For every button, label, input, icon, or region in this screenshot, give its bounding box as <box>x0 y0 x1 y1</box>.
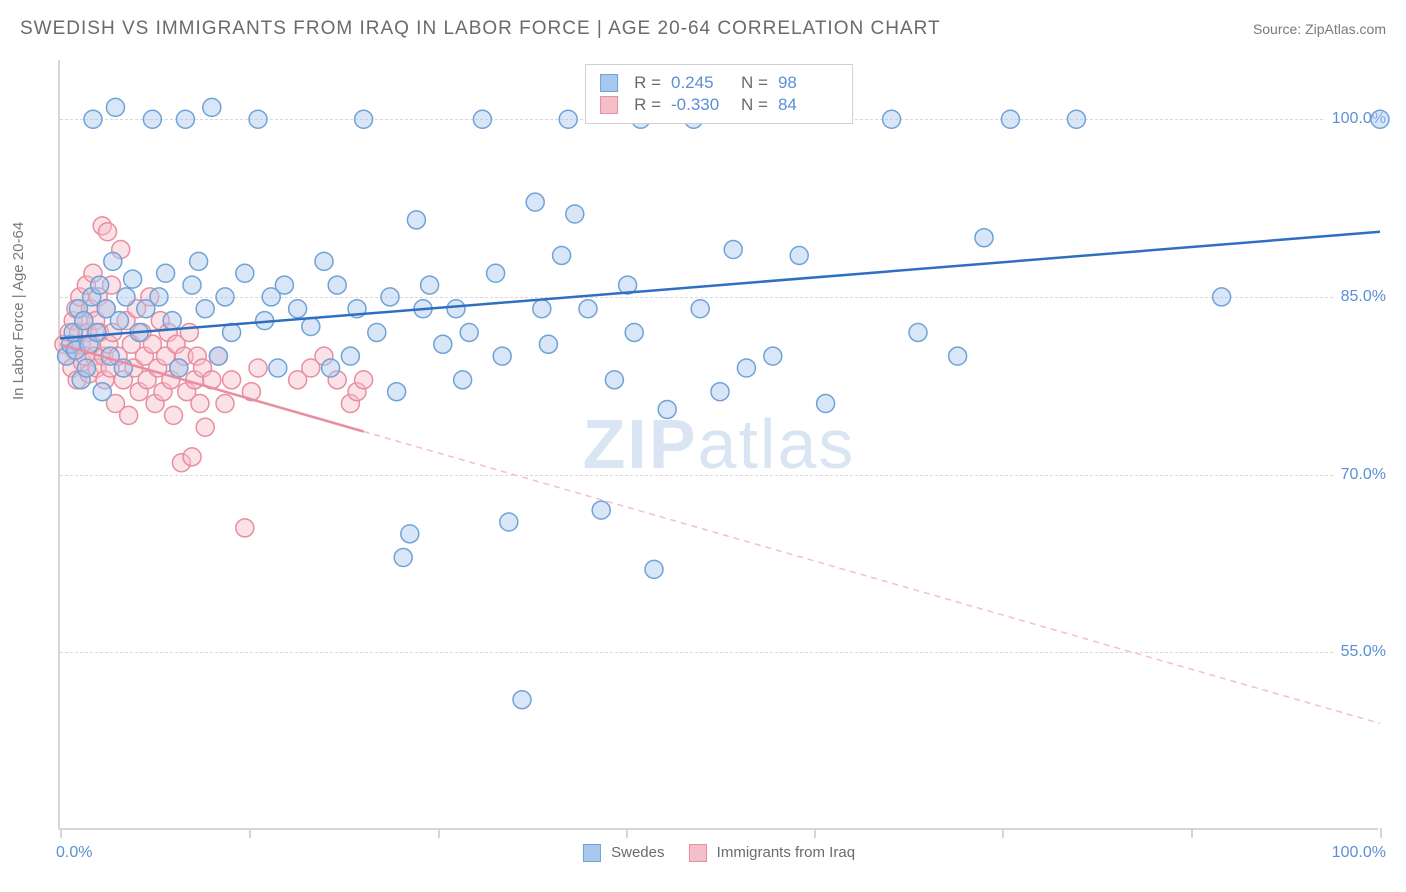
swedes-swatch-icon <box>600 74 618 92</box>
swedes-legend-label: Swedes <box>611 844 664 861</box>
iraq-legend-label: Immigrants from Iraq <box>717 844 855 861</box>
iraq-r-value: -0.330 <box>671 95 731 115</box>
x-tick <box>60 828 62 838</box>
swedes-n-value: 98 <box>778 73 838 93</box>
x-start-label: 0.0% <box>56 844 92 862</box>
correlation-legend: R = 0.245 N = 98 R = -0.330 N = 84 <box>585 64 853 124</box>
r-label: R = <box>634 73 661 93</box>
iraq-n-value: 84 <box>778 95 838 115</box>
r-label: R = <box>634 95 661 115</box>
x-tick <box>438 828 440 838</box>
chart-plot-area: ZIPatlas 55.0%70.0%85.0%100.0% R = 0.245… <box>58 60 1378 830</box>
source-label: Source: ZipAtlas.com <box>1253 21 1386 37</box>
scatter-svg <box>60 60 1378 828</box>
swedes-legend-swatch-icon <box>583 844 601 862</box>
swedes-r-value: 0.245 <box>671 73 731 93</box>
iraq-legend-swatch-icon <box>689 844 707 862</box>
x-end-label: 100.0% <box>1332 844 1386 862</box>
y-axis-label: In Labor Force | Age 20-64 <box>10 222 27 400</box>
x-tick <box>1380 828 1382 838</box>
series-legend: Swedes Immigrants from Iraq <box>583 844 855 862</box>
x-tick <box>814 828 816 838</box>
iraq-swatch-icon <box>600 96 618 114</box>
x-tick <box>249 828 251 838</box>
chart-title: SWEDISH VS IMMIGRANTS FROM IRAQ IN LABOR… <box>20 18 941 40</box>
n-label: N = <box>741 95 768 115</box>
x-tick <box>626 828 628 838</box>
x-tick <box>1002 828 1004 838</box>
n-label: N = <box>741 73 768 93</box>
x-tick <box>1191 828 1193 838</box>
